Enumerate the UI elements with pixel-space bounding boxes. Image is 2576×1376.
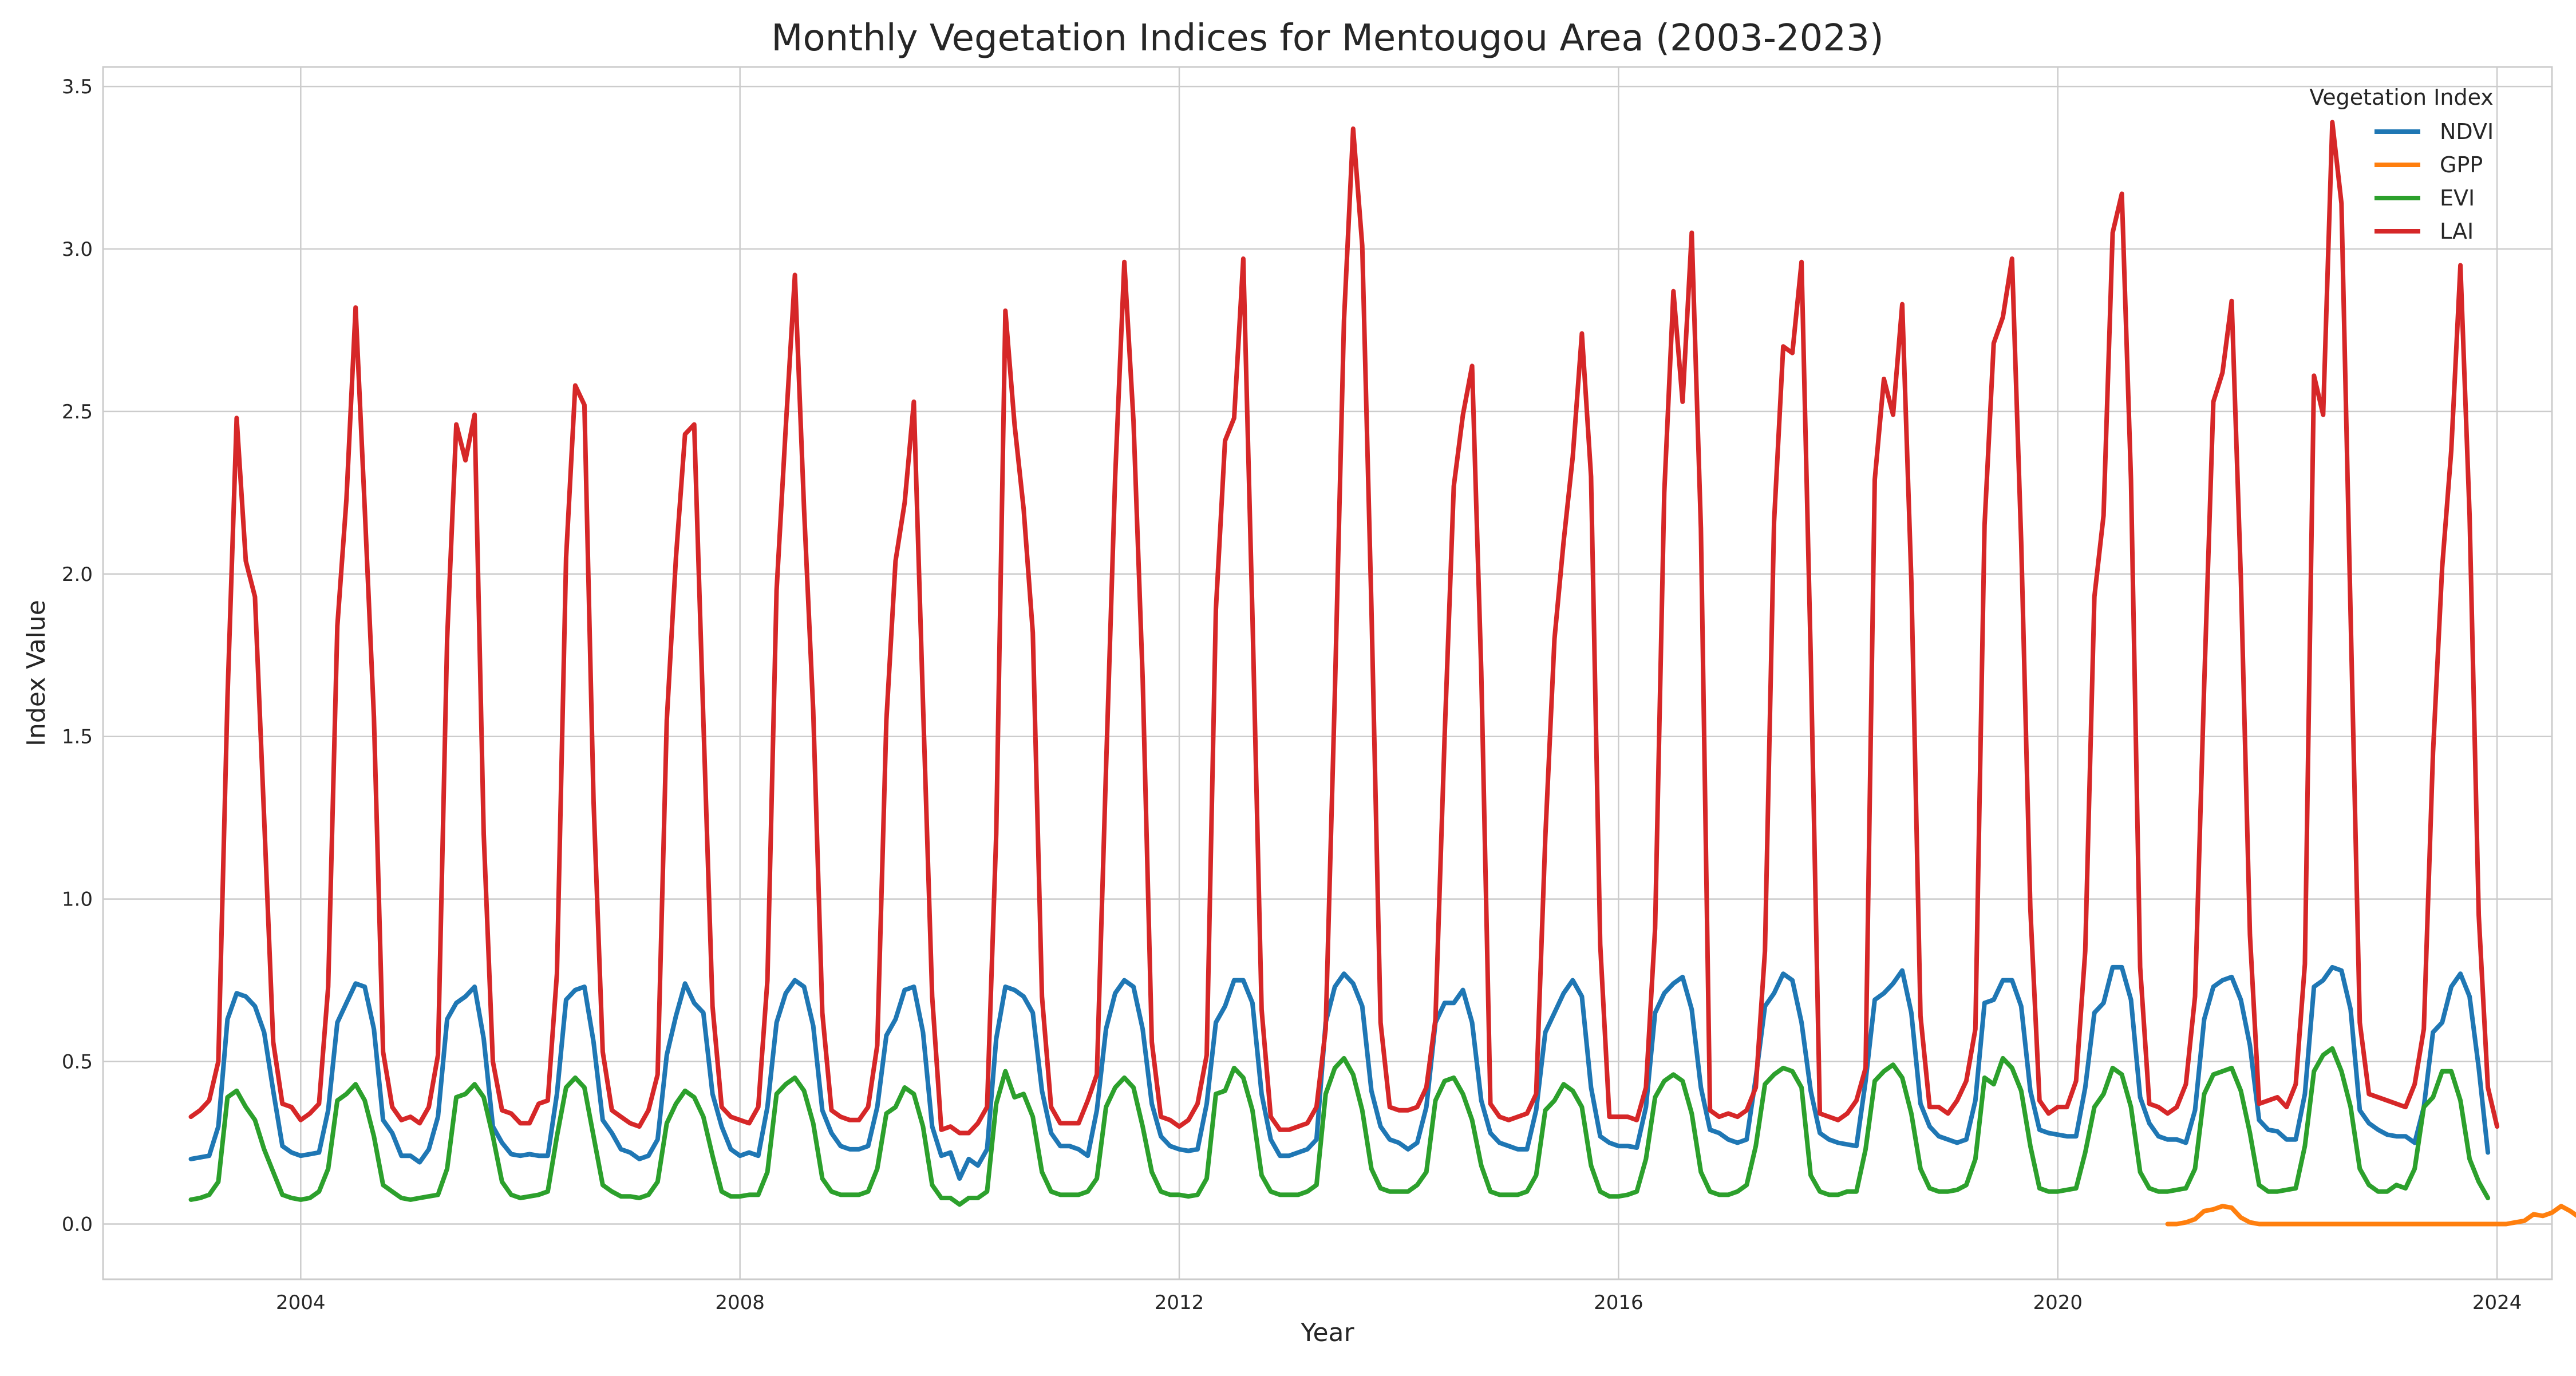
y-tick-label: 0.5 bbox=[62, 1051, 93, 1074]
y-axis-label: Index Value bbox=[22, 600, 51, 746]
y-tick-label: 2.0 bbox=[62, 563, 93, 586]
legend-label: NDVI bbox=[2440, 119, 2494, 144]
x-tick-label: 2020 bbox=[2033, 1291, 2083, 1314]
x-tick-label: 2024 bbox=[2472, 1291, 2522, 1314]
y-tick-label: 3.5 bbox=[62, 76, 93, 98]
y-tick-label: 2.5 bbox=[62, 401, 93, 424]
y-tick-label: 1.0 bbox=[62, 888, 93, 911]
x-axis-label: Year bbox=[1300, 1318, 1354, 1347]
x-tick-label: 2016 bbox=[1594, 1291, 1643, 1314]
x-tick-label: 2008 bbox=[715, 1291, 765, 1314]
legend-label: EVI bbox=[2440, 185, 2475, 211]
legend-label: LAI bbox=[2440, 219, 2474, 244]
legend-title: Vegetation Index bbox=[2309, 85, 2494, 110]
y-tick-label: 1.5 bbox=[62, 726, 93, 749]
x-tick-label: 2012 bbox=[1155, 1291, 1204, 1314]
legend-label: GPP bbox=[2440, 152, 2483, 177]
chart-title: Monthly Vegetation Indices for Mentougou… bbox=[771, 17, 1884, 60]
y-tick-label: 0.0 bbox=[62, 1213, 93, 1236]
y-tick-label: 3.0 bbox=[62, 238, 93, 261]
x-tick-label: 2004 bbox=[276, 1291, 326, 1314]
